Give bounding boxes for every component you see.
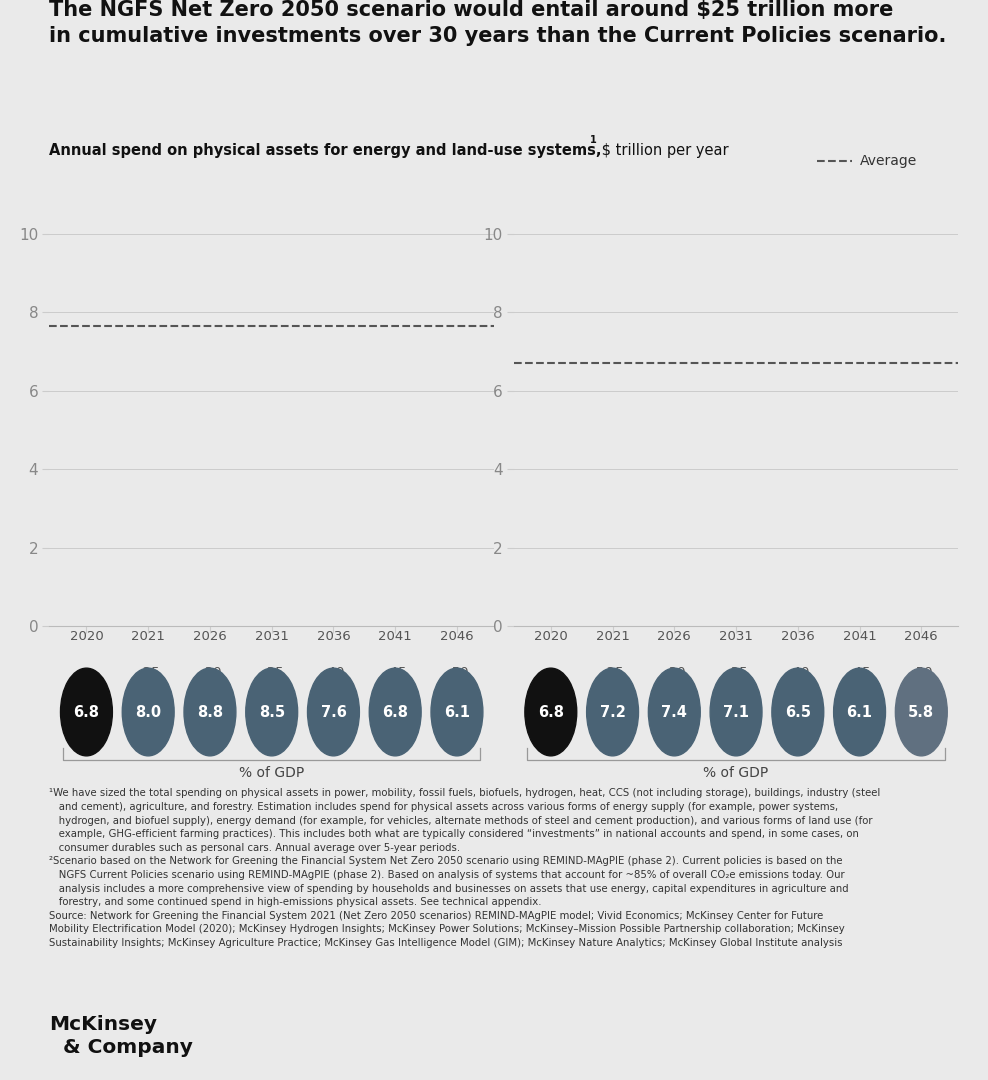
Text: 6.1: 6.1 [847,704,872,719]
Text: % of GDP: % of GDP [239,767,304,780]
Text: 7.1: 7.1 [723,704,749,719]
Text: 2021: 2021 [131,630,165,643]
Text: 2020: 2020 [69,630,104,643]
Text: 2031: 2031 [719,630,753,643]
Text: 2036: 2036 [781,630,815,643]
Text: 5.8: 5.8 [908,704,935,719]
Text: 6.1: 6.1 [444,704,470,719]
Text: The NGFS Net Zero 2050 scenario would entail around $25 trillion more
in cumulat: The NGFS Net Zero 2050 scenario would en… [49,0,947,45]
Text: 2026: 2026 [657,630,692,643]
Text: 2046: 2046 [904,630,939,643]
Circle shape [60,669,113,756]
Text: 2020: 2020 [534,630,568,643]
Text: 2036: 2036 [316,630,351,643]
Text: Annual spend on physical assets for energy and land-use systems,: Annual spend on physical assets for ener… [49,143,602,158]
Text: –35: –35 [724,666,748,679]
Text: 2031: 2031 [255,630,288,643]
Circle shape [184,669,236,756]
Text: 8.5: 8.5 [259,704,285,719]
Circle shape [431,669,483,756]
Text: 6.8: 6.8 [537,704,564,719]
Text: –35: –35 [260,666,284,679]
Circle shape [710,669,762,756]
Text: –40: –40 [322,666,345,679]
Circle shape [307,669,360,756]
Text: –50: –50 [910,666,933,679]
Circle shape [123,669,174,756]
Text: 7.2: 7.2 [600,704,625,719]
Text: –40: –40 [786,666,809,679]
Text: 2041: 2041 [843,630,876,643]
Text: 6.5: 6.5 [784,704,811,719]
Text: 1: 1 [590,135,597,145]
Text: ¹We have sized the total spending on physical assets in power, mobility, fossil : ¹We have sized the total spending on phy… [49,788,880,948]
Text: –25: –25 [136,666,160,679]
Text: 8.8: 8.8 [197,704,223,719]
Circle shape [895,669,947,756]
Text: –30: –30 [199,666,221,679]
Text: 6.8: 6.8 [73,704,100,719]
Text: –50: –50 [446,666,468,679]
Text: 2046: 2046 [440,630,474,643]
Circle shape [772,669,824,756]
Circle shape [370,669,421,756]
Text: McKinsey
  & Company: McKinsey & Company [49,1015,194,1057]
Text: % of GDP: % of GDP [703,767,769,780]
Circle shape [587,669,638,756]
Text: $ trillion per year: $ trillion per year [597,143,728,158]
Text: 2021: 2021 [596,630,629,643]
Text: 2026: 2026 [193,630,227,643]
Text: 7.4: 7.4 [661,704,688,719]
Text: –30: –30 [663,666,686,679]
Circle shape [525,669,577,756]
Text: –25: –25 [601,666,624,679]
Circle shape [246,669,297,756]
Text: 7.6: 7.6 [320,704,347,719]
Text: 2041: 2041 [378,630,412,643]
Text: Average: Average [861,153,918,167]
Text: 6.8: 6.8 [382,704,408,719]
Circle shape [648,669,700,756]
Text: –45: –45 [383,666,407,679]
Circle shape [834,669,885,756]
Text: –45: –45 [848,666,871,679]
Text: 8.0: 8.0 [135,704,161,719]
